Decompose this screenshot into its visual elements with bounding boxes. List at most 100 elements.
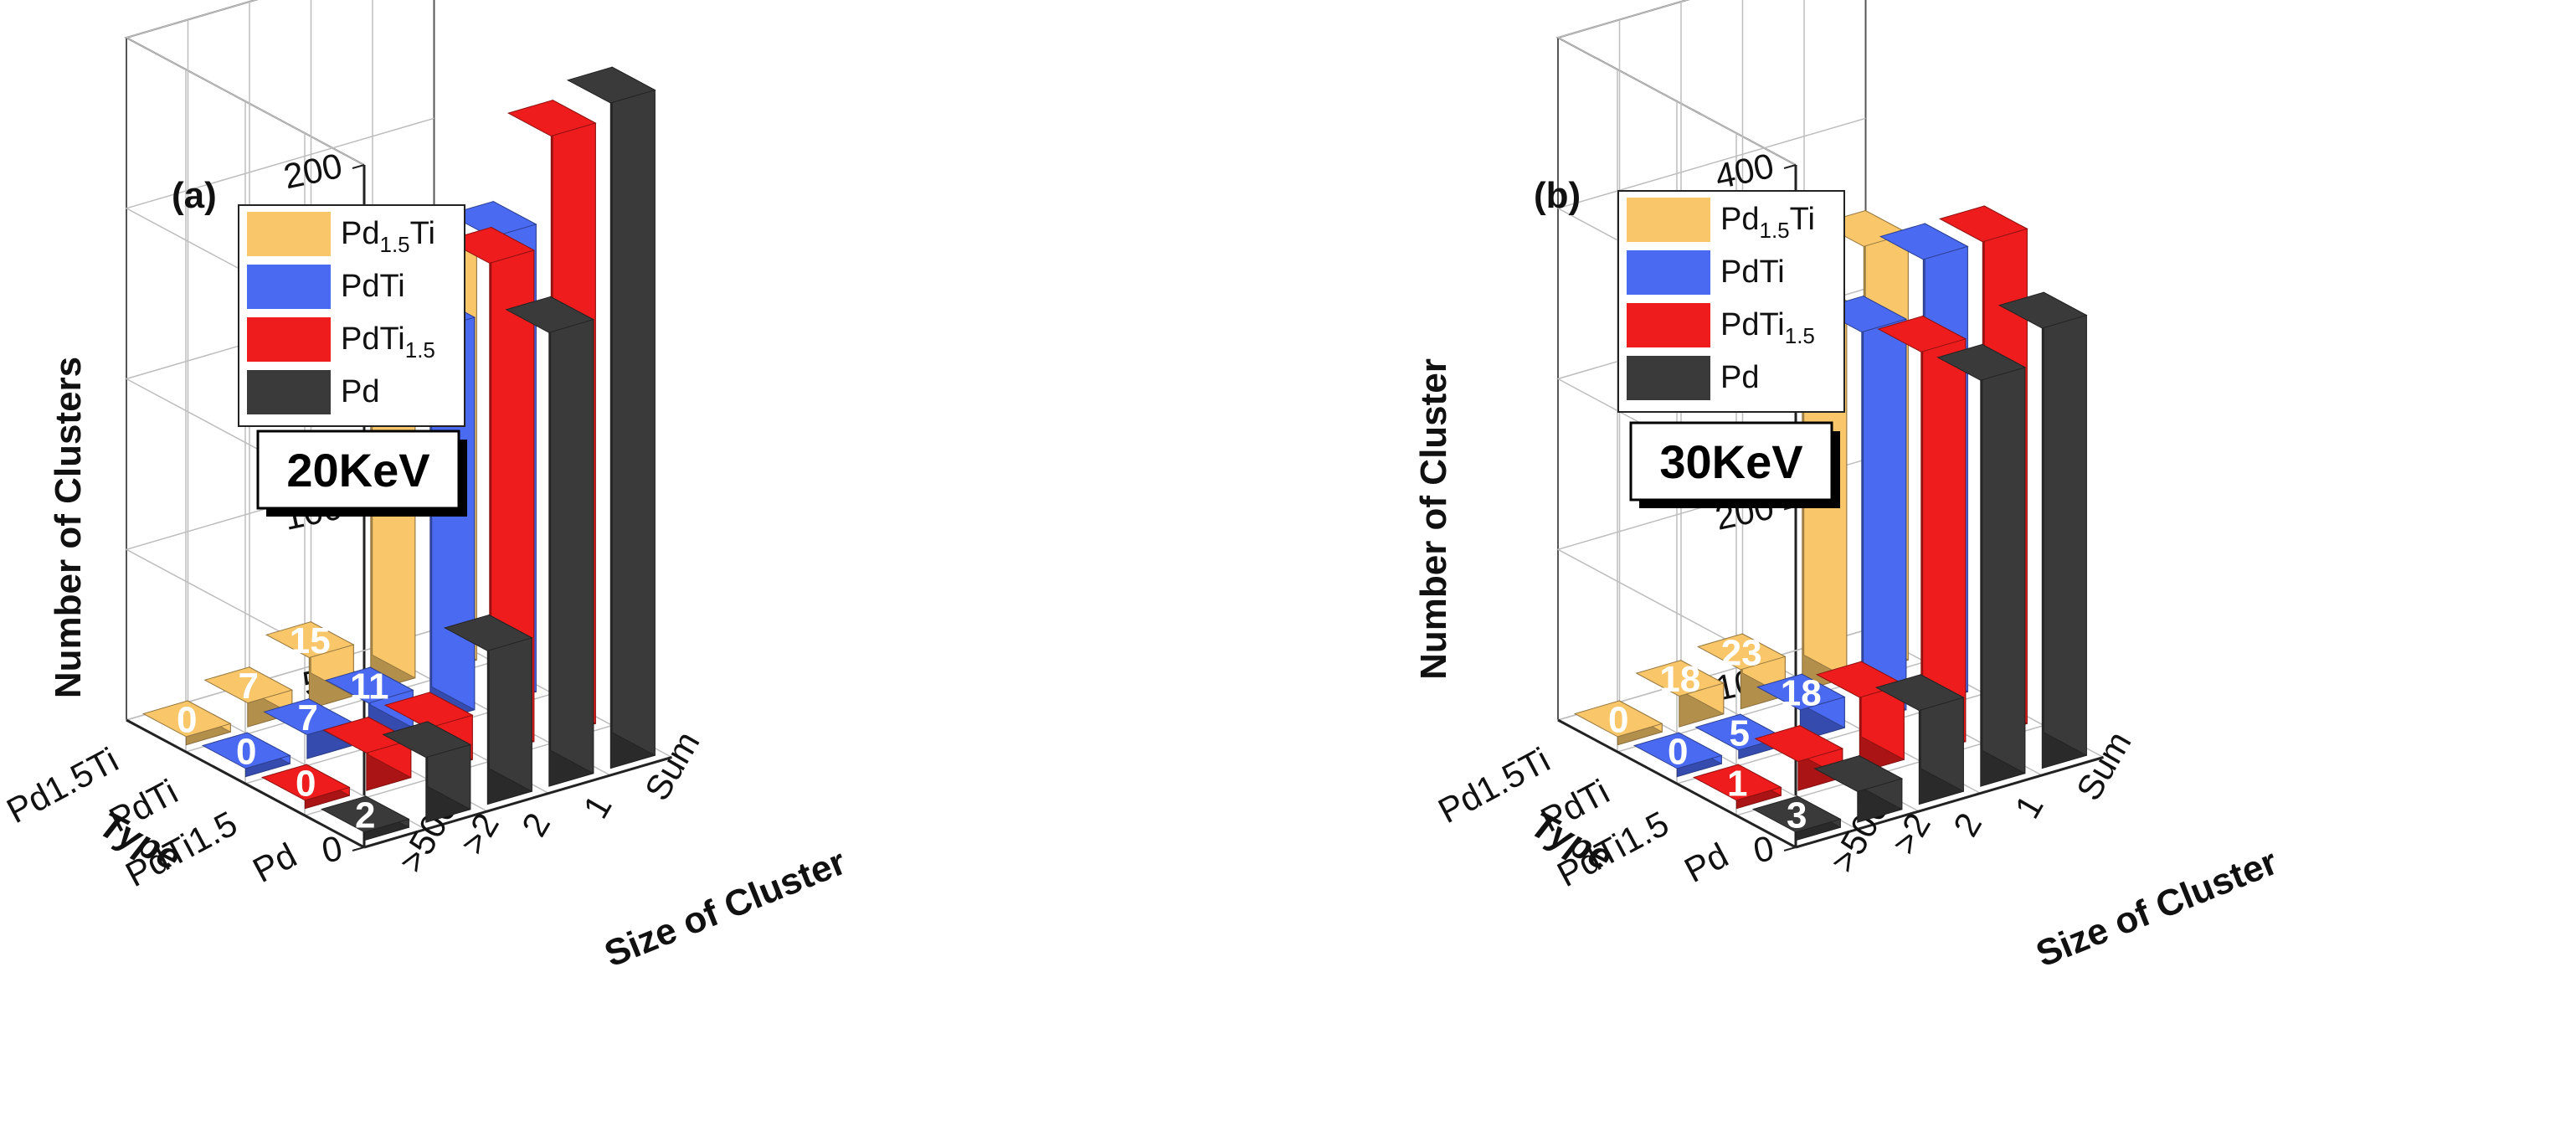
z-tick-mark: [352, 846, 365, 851]
size-tick-label: 2: [1946, 806, 1989, 843]
panel-b-chart: 0100200300400PdPdTi1.5PdTiPd1.5Ti>500>22…: [1413, 0, 2283, 975]
energy-label: 30KeV: [1659, 435, 1802, 488]
legend-swatch: [247, 317, 331, 362]
size-axis-title: Size of Cluster: [599, 841, 851, 975]
type-axis-line: [126, 718, 365, 849]
bar-value-label: 2: [355, 795, 375, 836]
panel-label: (b): [1534, 175, 1581, 216]
bar-Pd->2: [1813, 754, 1904, 823]
bar-top-face: [443, 614, 533, 651]
bar-top-face: [1635, 660, 1725, 697]
legend-swatch: [247, 265, 331, 309]
bar-top-face: [505, 296, 595, 333]
bar-side-face: [550, 296, 594, 774]
legend-entry: PdTi: [1720, 255, 1785, 290]
z-gridline: [1556, 0, 1797, 166]
legend: Pd1.5Ti PdTi PdTi1.5 Pd: [238, 204, 465, 427]
bar-top-face: [324, 666, 414, 704]
bar-top-face: [1877, 315, 1967, 352]
bar-top-face: [1692, 764, 1782, 801]
bar-value-label: 7: [298, 697, 318, 738]
bar-value-label: 0: [177, 699, 197, 740]
bar-value-label: 18: [1781, 673, 1822, 714]
bar-side-face: [2043, 291, 2087, 757]
bar-top-face: [1879, 223, 1969, 260]
size-tick-label: 1: [2007, 789, 2050, 826]
bar-top-face: [265, 621, 355, 659]
bar-PdTi-1: [1818, 295, 1908, 723]
bar-top-face: [1573, 700, 1663, 738]
bar-value-label: 11: [350, 666, 389, 707]
energy-label: 20KeV: [286, 444, 429, 496]
bar-PdTi-2: [1756, 673, 1846, 742]
panel-label: (a): [172, 175, 217, 216]
bar-top-face: [383, 692, 474, 729]
bar-PdTi->500: [1632, 732, 1723, 778]
z-tick-label: 200: [280, 146, 346, 197]
bar-top-face: [566, 66, 656, 104]
bar-value-label: 3: [1787, 795, 1807, 836]
bar-top-face: [322, 716, 413, 754]
bar-top-face: [1751, 795, 1842, 833]
bar-Pd1.5Ti->500: [1573, 700, 1663, 746]
energy-badge-box: [1629, 421, 1833, 502]
energy-badge: 20KeV: [256, 430, 467, 517]
bar-top-face: [203, 666, 294, 704]
bar-PdTi1.5->2: [322, 716, 413, 791]
bar-top-face: [201, 732, 291, 769]
bar-Pd-Sum: [566, 66, 656, 769]
bar-top-face: [1938, 205, 2028, 243]
size-tick-label: 1: [575, 789, 619, 826]
legend-entry: PdTi1.5: [341, 322, 435, 363]
bar-side-face: [1922, 315, 1967, 743]
bar-value-label: 1: [1727, 763, 1747, 804]
size-axis-line: [1795, 756, 2104, 849]
legend-entry: Pd1.5Ti: [1720, 202, 1815, 243]
bar-PdTi1.5-1: [1877, 315, 1967, 755]
legend-entry: Pd: [341, 374, 379, 409]
bar-top-face: [506, 100, 597, 137]
bar-Pd-2: [443, 614, 533, 805]
bar-value-label: 15: [290, 620, 331, 661]
legend-entry: Pd: [1720, 360, 1759, 395]
bar-top-face: [141, 700, 232, 738]
legend-swatch: [1627, 303, 1710, 347]
size-axis-line: [363, 756, 672, 849]
bar-Pd-Sum: [1998, 291, 2088, 769]
legend-swatch: [247, 212, 331, 256]
z-tick-mark: [1783, 846, 1797, 851]
bar-value-label: 0: [1668, 731, 1688, 772]
bar-top-face: [320, 795, 410, 833]
bar-value-label: 5: [1730, 713, 1750, 754]
legend-entry: PdTi1.5: [1720, 307, 1815, 348]
bar-top-face: [260, 764, 351, 801]
bar-value-label: 0: [1608, 699, 1628, 740]
bar-side-face: [1982, 343, 2026, 774]
bar-Pd->2: [382, 721, 472, 823]
legend-swatch: [1627, 356, 1710, 400]
bar-side-face: [1863, 295, 1907, 711]
size-axis-title: Size of Cluster: [2030, 841, 2283, 975]
size-tick-label: 2: [514, 806, 558, 843]
bar-value-label: 0: [296, 763, 316, 804]
bar-top-face: [1936, 343, 2027, 381]
bar-top-face: [1632, 732, 1723, 769]
bar-Pd-1: [505, 296, 595, 787]
bar-top-face: [1696, 633, 1787, 671]
bar-Pd->500: [320, 795, 410, 841]
energy-badge-box: [256, 430, 460, 510]
bar-value-label: 7: [239, 666, 259, 707]
bar-top-face: [1874, 674, 1965, 712]
bar-value-label: 18: [1659, 659, 1700, 700]
legend-swatch: [1627, 250, 1710, 295]
z-tick-mark: [1783, 164, 1797, 169]
type-axis-line: [1557, 718, 1797, 849]
z-axis-title: Number of Cluster: [1413, 358, 1454, 680]
bar-top-face: [382, 721, 472, 759]
bar-top-face: [1754, 725, 1844, 763]
bar-Pd1.5Ti-2: [265, 620, 355, 710]
z-gridline: [125, 0, 365, 166]
bar-Pd-1: [1936, 343, 2027, 787]
bar-Pd1.5Ti->2: [203, 666, 294, 728]
